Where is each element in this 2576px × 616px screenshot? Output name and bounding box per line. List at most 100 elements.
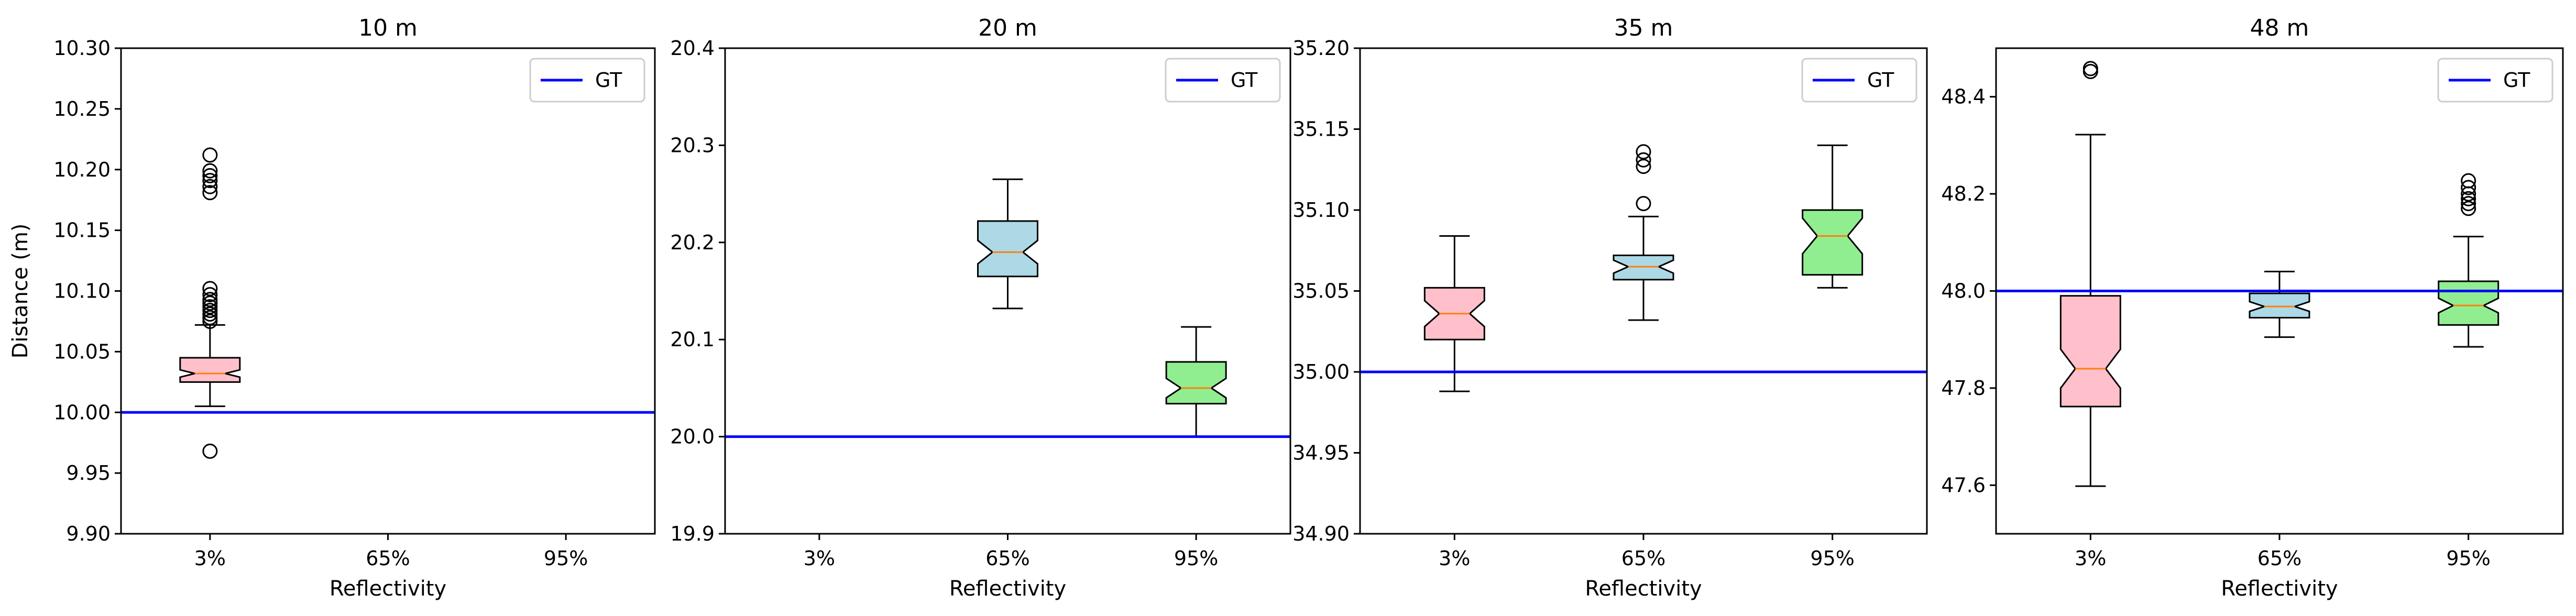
outlier-point [202,168,218,183]
y-tick-label: 10.30 [53,37,111,60]
x-axis-label: Reflectivity [2221,577,2338,601]
outlier-point [202,287,218,302]
outlier-point [2461,180,2476,195]
y-tick-label: 34.95 [1292,442,1350,465]
x-tick-label: 65% [366,547,410,570]
y-tick-label: 20.1 [670,328,715,351]
y-tick-label: 20.3 [670,134,715,157]
outlier-point [1636,152,1651,168]
box-95pct [1802,144,1864,289]
y-tick-label: 34.90 [1292,522,1350,545]
y-tick-label: 20.0 [670,425,715,448]
box-body [2438,280,2500,326]
x-tick-label: 65% [1621,547,1665,570]
subplot-title: 20 m [978,15,1037,41]
y-tick-label: 48.4 [1941,85,1986,108]
outlier-point [202,303,218,318]
y-tick-label: 10.05 [53,340,111,363]
box-3pct [1423,235,1485,392]
legend-box [1165,58,1281,103]
legend-label: GT [2503,69,2530,92]
x-tick-label: 95% [1174,547,1218,570]
x-axis-label: Reflectivity [949,577,1066,601]
y-tick-label: 19.9 [670,522,715,545]
y-tick-label: 47.8 [1941,377,1986,400]
legend-label: GT [595,69,622,92]
outlier-point [202,147,218,163]
box-body [179,357,241,383]
y-tick-label: 35.00 [1292,360,1350,383]
legend-box [1801,58,1917,103]
outlier-point [202,295,218,311]
outlier-point [202,299,218,315]
outlier-point [2461,201,2476,216]
y-tick-label: 20.4 [670,37,715,60]
x-axis-label: Reflectivity [1585,577,1702,601]
x-tick-label: 3% [2075,547,2106,570]
y-tick-label: 47.6 [1941,474,1986,497]
y-tick-label: 35.15 [1292,118,1350,141]
legend: GT [1801,58,1917,103]
outlier-point [202,292,218,307]
outlier-point [202,306,218,322]
y-tick-label: 35.10 [1292,199,1350,222]
subplot-1: 9.90 9.95 10.00 10.05 10.10 10.15 10.20 10.25 10… [8,15,656,601]
legend-box [2437,58,2553,103]
box-body [977,220,1038,278]
y-tick-label: 48.2 [1941,182,1986,205]
legend: GT [529,58,645,103]
legend-label: GT [1231,69,1258,92]
x-tick-label: 95% [1810,547,1854,570]
outlier-point [2082,61,2098,76]
y-tick-label: 10.10 [53,280,111,303]
legend-box [529,58,645,103]
box-body [1613,255,1674,281]
y-tick-label: 48.0 [1941,280,1986,303]
box-65pct [1613,144,1674,321]
y-tick-label: 9.95 [66,461,111,485]
box-body [1802,209,1864,276]
box-3pct [179,147,241,459]
subplot-title: 48 m [2250,15,2309,41]
outlier-point [202,310,218,325]
subplot-title: 35 m [1614,15,1673,41]
outlier-point [1636,196,1651,212]
plot-area [121,48,655,534]
y-tick-label: 35.20 [1292,37,1350,60]
x-tick-label: 95% [2446,547,2490,570]
outlier-point [202,179,218,194]
subplot-2: 19.9 20.0 20.1 20.2 20.3 20.4 3% 65% 95% 20 m Refl… [670,15,1291,601]
y-tick-label: 35.05 [1292,280,1350,303]
outlier-point [202,173,218,189]
outlier-point [2461,196,2476,212]
y-tick-label: 10.20 [53,158,111,181]
box-body [2249,292,2310,318]
outlier-point [1636,144,1651,160]
y-tick-label: 10.15 [53,219,111,242]
x-tick-label: 3% [1439,547,1470,570]
legend-label: GT [1867,69,1894,92]
y-tick-label: 20.2 [670,231,715,254]
outlier-point [202,185,218,201]
y-tick-label: 9.90 [66,522,111,545]
outlier-point [202,163,218,179]
subplot-3: 34.90 34.95 35.00 35.05 35.10 35.15 35.20 3% 65%… [1292,15,1928,601]
outlier-point [2461,191,2476,206]
x-tick-label: 3% [194,547,226,570]
x-tick-label: 95% [544,547,588,570]
x-axis-label: Reflectivity [330,577,446,601]
outlier-point [202,313,218,329]
subplot-4: 47.6 47.8 48.0 48.2 48.4 3% 65% 95% 48 m Reflecti… [1941,15,2564,601]
legend: GT [1165,58,1281,103]
outlier-point [1636,159,1651,174]
outlier-point [2461,173,2476,189]
box-body [2059,295,2121,408]
outlier-point [202,281,218,296]
box-3pct [2059,61,2121,487]
box-body [1165,361,1227,405]
legend: GT [2437,58,2553,103]
outlier-point [202,443,218,459]
x-tick-label: 3% [804,547,835,570]
y-tick-label: 10.25 [53,97,111,120]
